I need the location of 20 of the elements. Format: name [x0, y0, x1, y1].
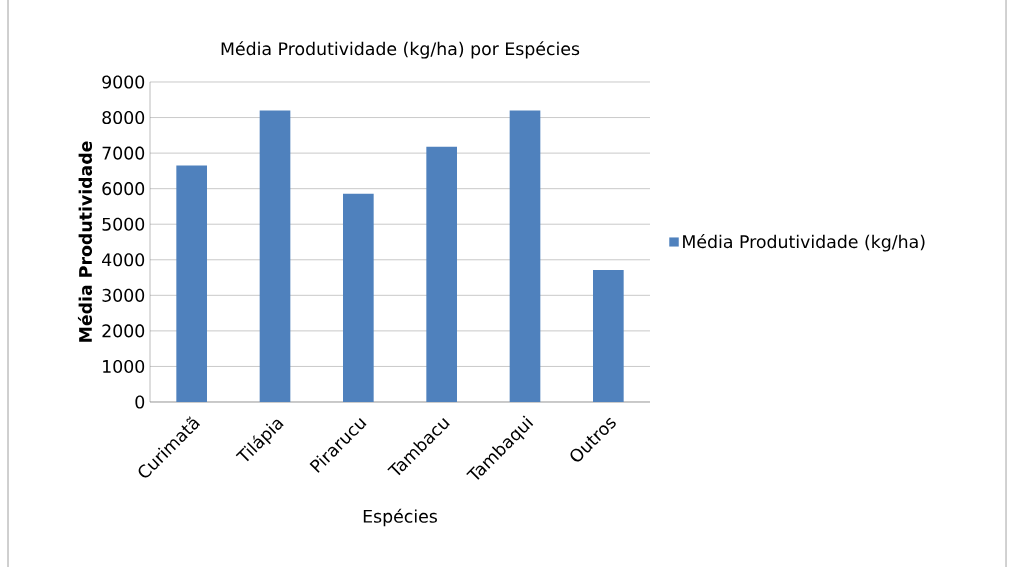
y-tick-label: 5000 [102, 217, 145, 231]
bar [176, 165, 207, 402]
bar [426, 146, 458, 402]
bar [509, 110, 541, 402]
y-tick-label: 2000 [102, 324, 145, 338]
legend-label: Média Produtividade (kg/ha) [683, 234, 925, 252]
bar [593, 270, 624, 402]
y-tick-label: 8000 [102, 111, 145, 125]
x-axis-title: Espécies [363, 508, 437, 527]
y-tick-label: 9000 [102, 75, 145, 89]
y-tick-label: 6000 [102, 182, 145, 196]
y-tick-label: 3000 [102, 288, 145, 302]
bar [259, 110, 291, 402]
y-tick-label: 4000 [102, 253, 145, 267]
y-tick-label: 1000 [103, 359, 145, 373]
y-tick-label: 7000 [102, 146, 145, 160]
y-tick-label: 0 [135, 395, 145, 409]
bar [343, 193, 374, 402]
chart-title: Média Produtividade (kg/ha) por Espécies [221, 41, 580, 59]
y-axis-title: Média Produtividade [77, 141, 93, 342]
